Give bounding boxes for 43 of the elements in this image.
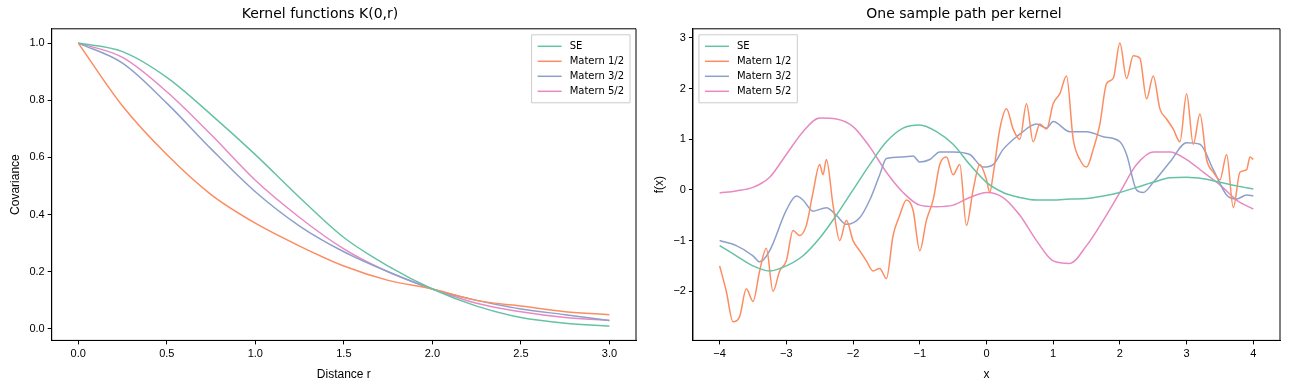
x-tick-label: 1.5	[336, 347, 352, 360]
y-tick-label: 1	[679, 132, 686, 145]
line-series	[718, 42, 1255, 323]
legend-label: SE	[736, 39, 750, 51]
legend-label: Matern 3/2	[736, 69, 792, 81]
y-tick-label: 1.0	[29, 36, 45, 49]
y-axis-title: Covariance	[7, 153, 22, 215]
x-tick-label: 2.0	[424, 347, 441, 360]
x-tick-label: 4	[1250, 347, 1257, 360]
y-tick-label: 0.4	[29, 207, 45, 220]
legend-label: Matern 5/2	[569, 84, 624, 96]
legend-label: SE	[569, 39, 583, 51]
y-tick-label: 0.0	[29, 322, 45, 334]
legend-label: Matern 3/2	[569, 69, 624, 81]
y-tick-label: 3	[679, 30, 686, 43]
x-tick-label: 3	[1183, 347, 1190, 360]
y-axis-title: f(x)	[651, 175, 666, 194]
x-tick-label: −3	[780, 347, 793, 360]
x-tick-label: −2	[846, 347, 860, 360]
x-tick-label: −1	[913, 347, 927, 360]
x-tick-label: 2	[1116, 347, 1123, 360]
legend-label: Matern 1/2	[736, 54, 792, 66]
y-tick-label: 0	[679, 182, 686, 195]
x-tick-label: 3.0	[601, 347, 618, 360]
x-axis-title: x	[983, 367, 990, 382]
y-tick-label: 2	[679, 81, 686, 94]
legend-label: Matern 5/2	[736, 84, 792, 96]
legend-label: Matern 1/2	[569, 54, 624, 66]
x-tick-label: −4	[713, 347, 726, 360]
y-tick-label: 0.6	[29, 150, 45, 163]
chart-title: One sample path per kernel	[866, 5, 1062, 22]
x-tick-label: 1	[1050, 347, 1057, 360]
chart-title: Kernel functions K(0,r)	[241, 5, 399, 22]
x-tick-label: 0.5	[159, 347, 175, 360]
x-tick-label: 1.0	[247, 347, 263, 360]
x-tick-label: 0	[983, 347, 990, 360]
x-tick-label: 2.5	[513, 347, 529, 360]
y-tick-label: −2	[673, 284, 686, 297]
x-axis-title: Distance r	[316, 367, 371, 382]
y-tick-label: 0.2	[29, 264, 45, 277]
x-tick-label: 0.0	[70, 347, 86, 360]
y-tick-label: −1	[673, 233, 686, 246]
y-tick-label: 0.8	[29, 93, 45, 106]
